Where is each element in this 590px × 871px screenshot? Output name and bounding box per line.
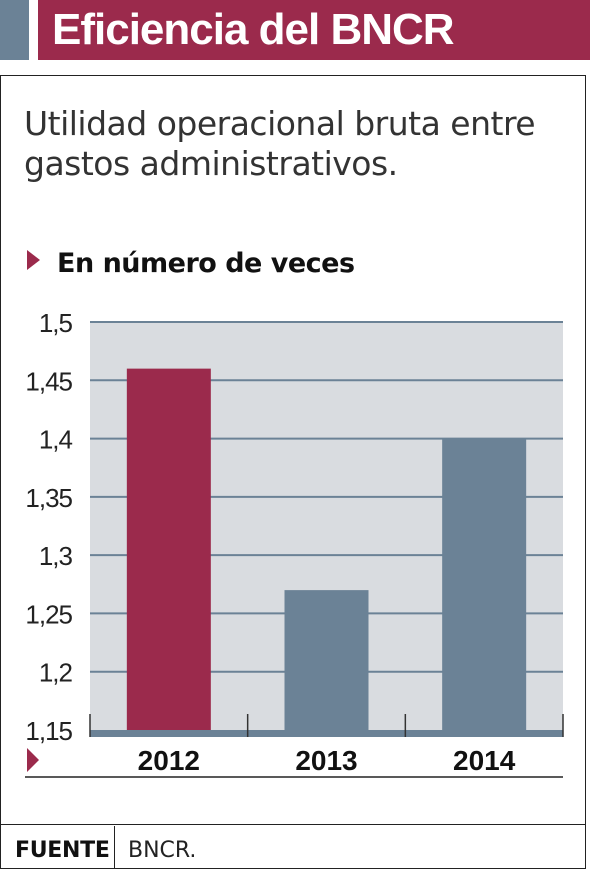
bar (284, 590, 369, 730)
y-tick-label: 1,5 (39, 308, 73, 338)
source-divider (114, 826, 115, 869)
bar-chart: 1,5 1,45 1,4 1,35 1,3 1,25 1,2 1,15 2012 2013 2014 (25, 308, 564, 778)
chart-frame (0, 75, 586, 869)
x-tick-label: 2014 (453, 745, 516, 776)
y-tick-label: 1,3 (39, 541, 73, 571)
y-tick-label: 1,45 (25, 366, 72, 396)
chart-subtitle: Utilidad operacional bruta entre gastos … (24, 104, 536, 183)
x-tick-label: 2012 (138, 745, 200, 776)
unit-label: En número de veces (57, 248, 355, 279)
y-tick-label: 1,25 (25, 599, 72, 629)
triangle-marker-icon (27, 250, 40, 270)
source-label: FUENTE (15, 838, 110, 863)
header-accent-bar (0, 0, 29, 60)
bar (126, 368, 211, 730)
header-bar (38, 0, 590, 60)
y-tick-label: 1,4 (39, 425, 73, 455)
footer-divider (0, 824, 586, 825)
unit-row: En número de veces (25, 246, 355, 282)
bar (442, 438, 527, 730)
x-tick-label: 2013 (295, 745, 357, 776)
y-tick-label: 1,35 (25, 483, 72, 513)
page-title: Eficiencia del BNCR (52, 5, 455, 54)
y-tick-label: 1,2 (39, 658, 73, 688)
y-tick-label: 1,15 (25, 716, 72, 746)
triangle-marker-icon (27, 748, 39, 772)
source-value: BNCR. (128, 838, 197, 863)
x-axis-baseline (90, 730, 563, 737)
